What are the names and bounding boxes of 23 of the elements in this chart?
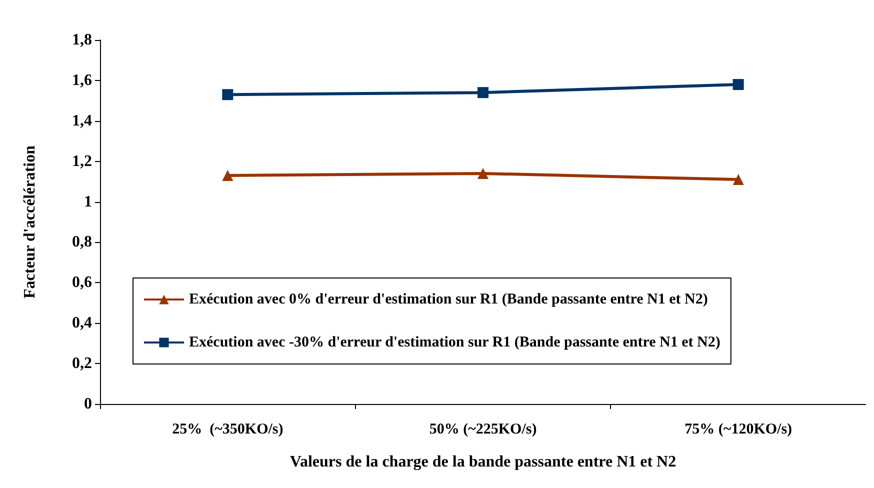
y-tick-label: 1 [84, 193, 92, 210]
y-tick-label: 0,8 [72, 234, 92, 251]
point [732, 174, 744, 186]
point [478, 87, 488, 98]
point [732, 78, 744, 90]
y-tick-label: 0,4 [72, 314, 92, 332]
y-tick-label: 1,8 [72, 32, 92, 48]
legend-label: Exécution avec -30% d'erreur d'estimation sur R1 (Bande passante entre N1 et N2) [189, 334, 720, 350]
y-tick-label: 1,6 [72, 72, 92, 89]
y-tick-label: 0,2 [72, 355, 92, 372]
legend-label: Exécution avec 0% d'erreur d'estimation sur R1 (Bande passante entre N1 et N2) [189, 292, 708, 308]
x-tick-label: 50% (~225KO/s) [429, 422, 537, 438]
y-tick-label: 0,6 [72, 274, 92, 292]
y-tick-label: 1,2 [72, 152, 92, 170]
point [478, 168, 488, 179]
y-tick-label: 1,4 [72, 112, 92, 130]
y-axis-title: Facteur d'accélération [22, 145, 38, 298]
x-tick-label: 25% (~350KO/s) [172, 422, 284, 438]
x-tick-label: 75% (~120KO/s) [684, 422, 792, 438]
point [222, 89, 234, 100]
x-axis-title: Valeurs de la charge de la bande passante entre N1 et N2 [290, 454, 676, 470]
point [222, 170, 234, 181]
y-tick-label: 0 [84, 396, 92, 412]
